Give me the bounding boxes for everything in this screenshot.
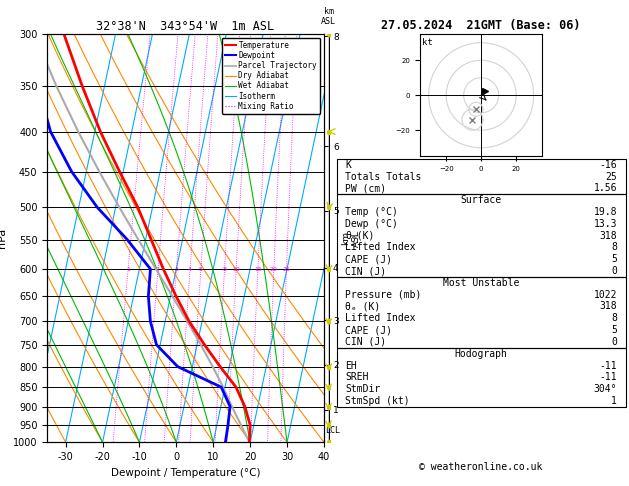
Text: LCL: LCL	[325, 426, 340, 434]
Text: 5: 5	[611, 254, 617, 264]
Text: Most Unstable: Most Unstable	[443, 278, 520, 288]
Text: CIN (J): CIN (J)	[345, 337, 386, 347]
Text: 304°: 304°	[594, 384, 617, 394]
Text: 1: 1	[126, 266, 130, 272]
Text: 318: 318	[599, 301, 617, 312]
Text: -11: -11	[599, 372, 617, 382]
Text: SREH: SREH	[345, 372, 369, 382]
Bar	[337, 159, 626, 194]
Text: 2: 2	[156, 266, 160, 272]
Text: 5: 5	[199, 266, 203, 272]
Text: θₑ(K): θₑ(K)	[345, 231, 375, 241]
Text: Temp (°C): Temp (°C)	[345, 207, 398, 217]
Text: 318: 318	[599, 231, 617, 241]
Text: 8: 8	[223, 266, 226, 272]
Text: 25: 25	[606, 172, 617, 182]
Text: 0: 0	[611, 266, 617, 276]
Text: -11: -11	[599, 361, 617, 370]
Text: PW (cm): PW (cm)	[345, 183, 386, 193]
Text: 10: 10	[232, 266, 240, 272]
Text: Lifted Index: Lifted Index	[345, 313, 416, 323]
Y-axis label: hPa: hPa	[0, 228, 8, 248]
Text: K: K	[345, 160, 351, 170]
Y-axis label: km
ASL: km ASL	[342, 230, 361, 246]
Text: StmDir: StmDir	[345, 384, 381, 394]
Text: 1022: 1022	[594, 290, 617, 300]
Text: 25: 25	[282, 266, 291, 272]
Text: Hodograph: Hodograph	[455, 349, 508, 359]
Text: CAPE (J): CAPE (J)	[345, 254, 392, 264]
Text: CAPE (J): CAPE (J)	[345, 325, 392, 335]
Text: 1.56: 1.56	[594, 183, 617, 193]
Bar	[337, 348, 626, 407]
Text: 4: 4	[188, 266, 192, 272]
Text: 8: 8	[611, 313, 617, 323]
Legend: Temperature, Dewpoint, Parcel Trajectory, Dry Adiabat, Wet Adiabat, Isotherm, Mi: Temperature, Dewpoint, Parcel Trajectory…	[221, 38, 320, 114]
Text: 1: 1	[611, 396, 617, 406]
Text: Totals Totals: Totals Totals	[345, 172, 421, 182]
Text: Surface: Surface	[460, 195, 502, 205]
Text: 27.05.2024  21GMT (Base: 06): 27.05.2024 21GMT (Base: 06)	[381, 18, 581, 32]
Title: 32°38'N  343°54'W  1m ASL: 32°38'N 343°54'W 1m ASL	[96, 20, 275, 33]
Text: 0: 0	[611, 337, 617, 347]
Text: Dewp (°C): Dewp (°C)	[345, 219, 398, 229]
Text: θₑ (K): θₑ (K)	[345, 301, 381, 312]
Text: © weatheronline.co.uk: © weatheronline.co.uk	[420, 462, 543, 472]
Bar	[337, 277, 626, 348]
Text: 19.8: 19.8	[594, 207, 617, 217]
Text: CIN (J): CIN (J)	[345, 266, 386, 276]
Text: Lifted Index: Lifted Index	[345, 243, 416, 252]
Text: 8: 8	[611, 243, 617, 252]
Text: 15: 15	[254, 266, 262, 272]
Text: StmSpd (kt): StmSpd (kt)	[345, 396, 410, 406]
Text: 5: 5	[611, 325, 617, 335]
Text: 3: 3	[174, 266, 179, 272]
Text: Pressure (mb): Pressure (mb)	[345, 290, 421, 300]
X-axis label: Dewpoint / Temperature (°C): Dewpoint / Temperature (°C)	[111, 468, 260, 478]
Text: -16: -16	[599, 160, 617, 170]
Text: km
ASL: km ASL	[321, 7, 336, 26]
Text: 13.3: 13.3	[594, 219, 617, 229]
Bar	[337, 194, 626, 277]
Text: 20: 20	[270, 266, 278, 272]
Text: EH: EH	[345, 361, 357, 370]
Text: kt: kt	[421, 37, 433, 47]
